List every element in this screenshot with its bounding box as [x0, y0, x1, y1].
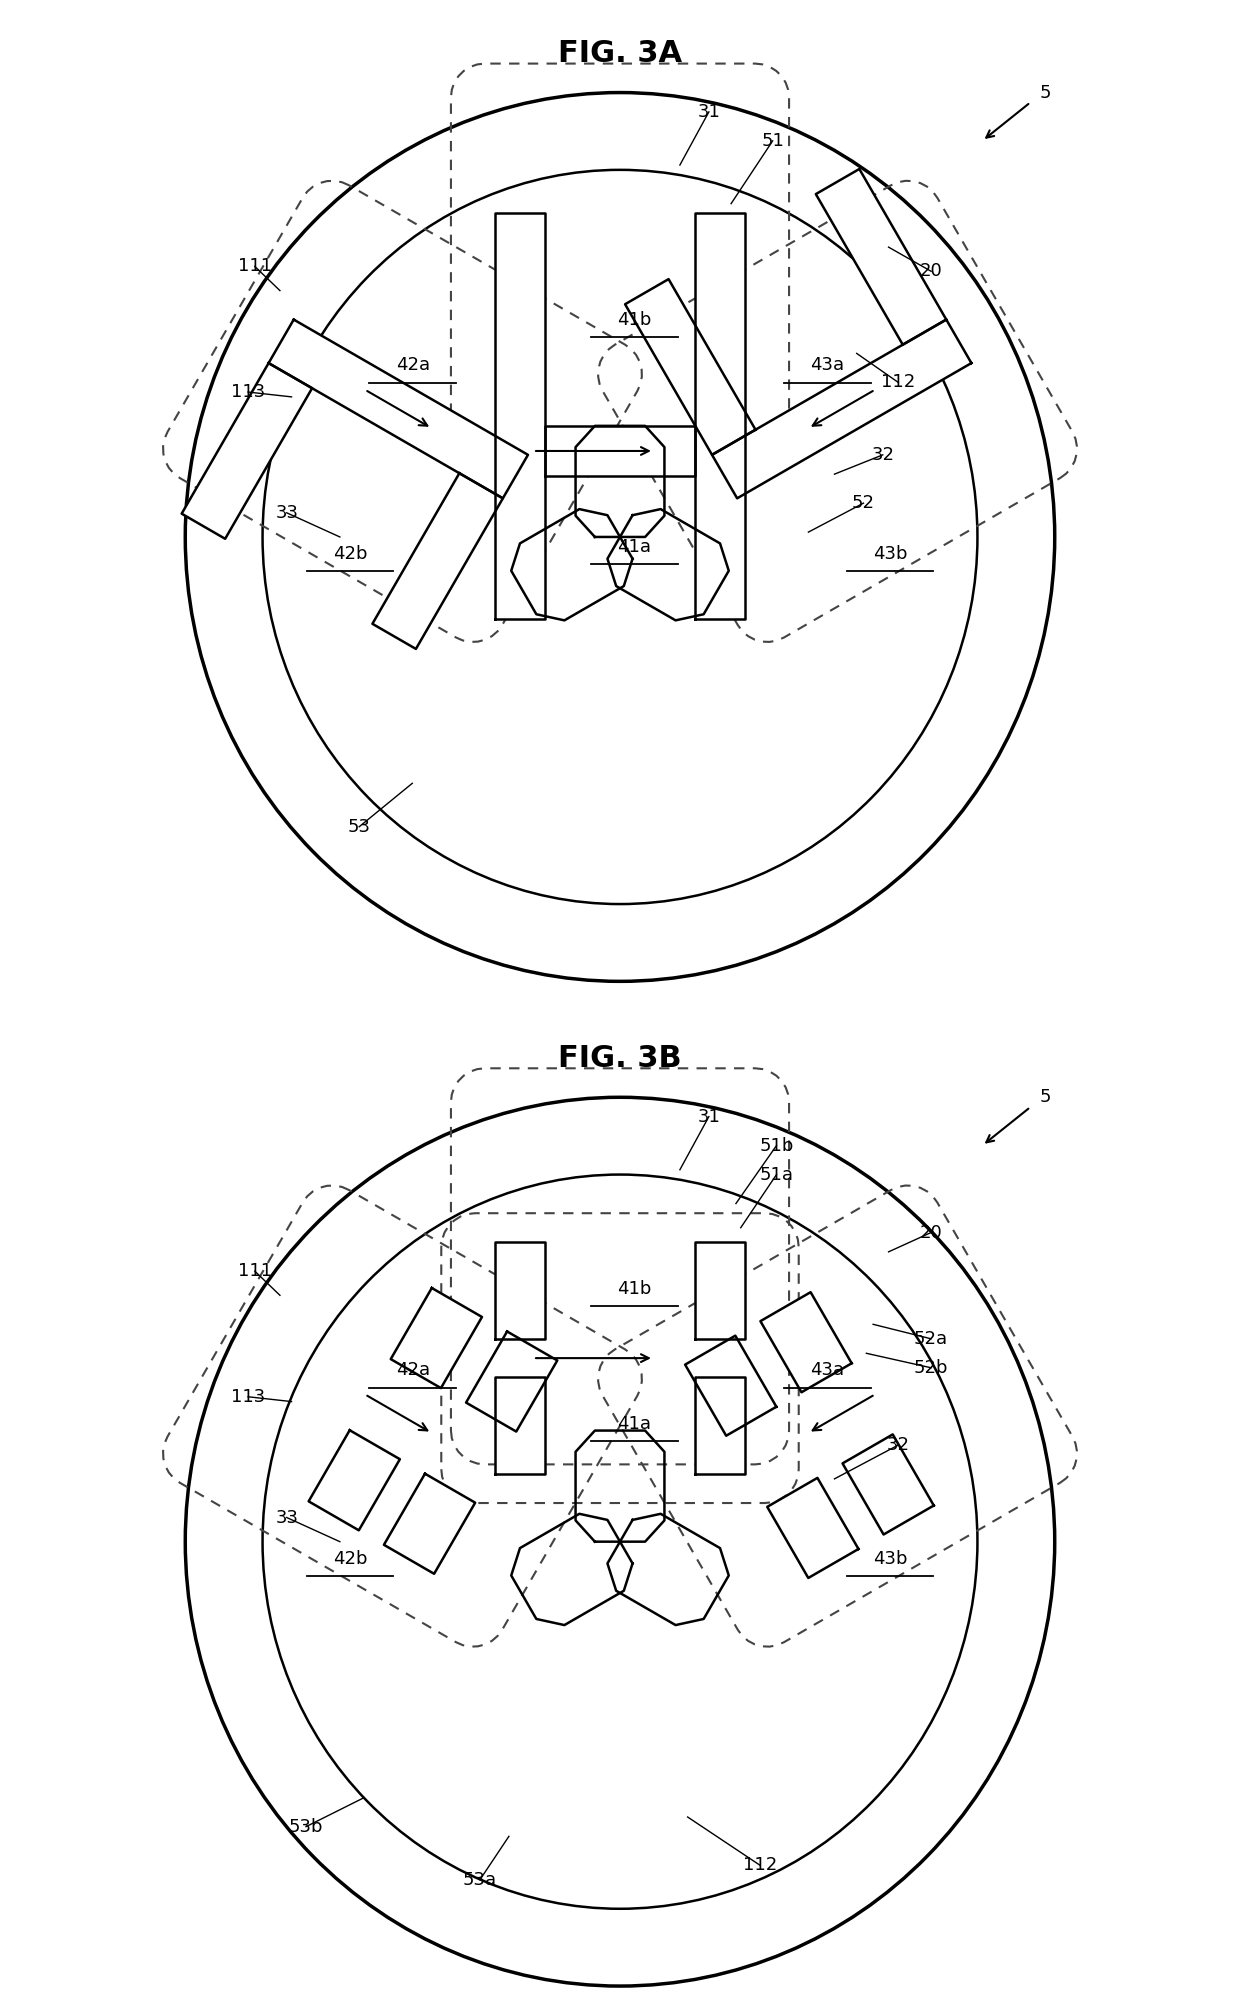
Text: 41a: 41a: [618, 1416, 651, 1432]
Text: 33: 33: [275, 1508, 298, 1526]
Text: 53: 53: [347, 818, 371, 837]
Text: 51: 51: [761, 133, 784, 151]
Polygon shape: [694, 213, 745, 619]
Polygon shape: [495, 1378, 546, 1474]
Text: 52: 52: [852, 495, 875, 513]
Text: 43a: 43a: [810, 1361, 844, 1380]
Polygon shape: [495, 1243, 546, 1339]
Text: 42b: 42b: [332, 545, 367, 563]
Polygon shape: [760, 1293, 852, 1392]
Polygon shape: [384, 1474, 475, 1575]
Text: FIG. 3B: FIG. 3B: [558, 1044, 682, 1074]
Polygon shape: [608, 1514, 729, 1625]
Text: 113: 113: [231, 1388, 265, 1406]
Text: 53b: 53b: [289, 1818, 324, 1836]
Polygon shape: [269, 320, 528, 499]
Text: 51b: 51b: [759, 1136, 794, 1154]
Text: 5: 5: [1039, 84, 1050, 103]
Text: 43a: 43a: [810, 356, 844, 374]
Text: 51a: 51a: [760, 1166, 794, 1184]
Text: 32: 32: [887, 1436, 910, 1454]
Text: 42b: 42b: [332, 1550, 367, 1567]
Text: 43b: 43b: [873, 1550, 908, 1567]
Polygon shape: [391, 1287, 482, 1388]
Text: 111: 111: [238, 1263, 272, 1281]
Polygon shape: [694, 1378, 745, 1474]
Polygon shape: [768, 1478, 858, 1579]
Text: 32: 32: [872, 446, 894, 465]
Polygon shape: [575, 1430, 665, 1542]
Text: 42a: 42a: [396, 1361, 430, 1380]
Polygon shape: [608, 509, 729, 619]
Text: 20: 20: [920, 1223, 942, 1241]
Polygon shape: [694, 1243, 745, 1339]
Text: 31: 31: [697, 1108, 720, 1126]
Text: 111: 111: [238, 257, 272, 276]
Text: 113: 113: [231, 382, 265, 400]
Text: 112: 112: [882, 374, 915, 392]
Text: 41a: 41a: [618, 537, 651, 555]
Polygon shape: [495, 213, 546, 619]
Text: 41b: 41b: [618, 310, 652, 328]
Polygon shape: [511, 1514, 632, 1625]
Text: 20: 20: [920, 261, 942, 280]
Text: 5: 5: [1039, 1088, 1050, 1106]
Polygon shape: [309, 1430, 399, 1530]
Polygon shape: [181, 364, 312, 539]
Text: 42a: 42a: [396, 356, 430, 374]
Text: 33: 33: [275, 505, 298, 521]
Text: 43b: 43b: [873, 545, 908, 563]
Polygon shape: [546, 426, 694, 477]
Polygon shape: [712, 320, 971, 499]
Text: 31: 31: [697, 103, 720, 121]
Text: 52a: 52a: [914, 1329, 949, 1347]
Text: 53a: 53a: [463, 1870, 497, 1888]
Polygon shape: [511, 509, 632, 619]
Text: 52b: 52b: [914, 1359, 949, 1378]
Text: FIG. 3A: FIG. 3A: [558, 40, 682, 68]
Polygon shape: [842, 1434, 934, 1534]
Text: 112: 112: [743, 1856, 777, 1874]
Polygon shape: [575, 426, 665, 537]
Polygon shape: [372, 473, 503, 650]
Polygon shape: [466, 1331, 557, 1432]
Text: 41b: 41b: [618, 1279, 652, 1297]
Ellipse shape: [185, 1098, 1055, 1987]
Ellipse shape: [185, 93, 1055, 981]
Polygon shape: [625, 280, 755, 454]
Polygon shape: [686, 1335, 776, 1436]
Polygon shape: [816, 169, 946, 344]
